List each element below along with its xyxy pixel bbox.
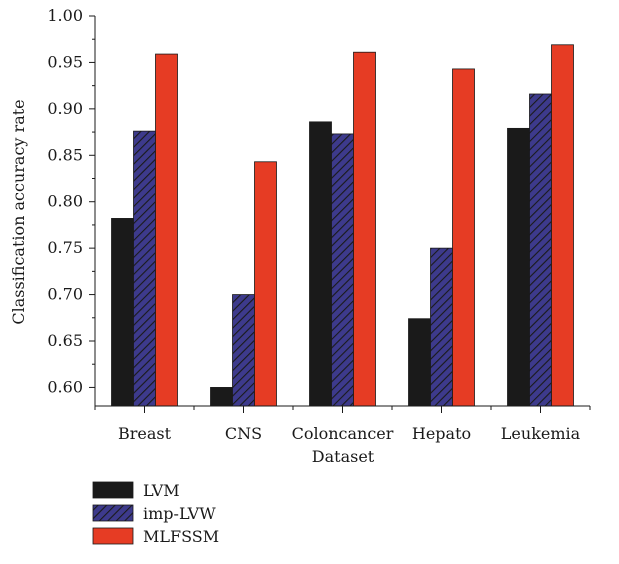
legend-label-lvm: LVM <box>143 481 180 500</box>
legend: LVM imp-LVW MLFSSM <box>92 481 219 546</box>
x-tick-label-breast: Breast <box>118 424 172 443</box>
y-tick-label: 0.80 <box>47 192 83 211</box>
y-tick-label: 0.95 <box>47 52 83 71</box>
bar-mlfssm-cns <box>254 161 277 407</box>
bar-imp-lvw-coloncancer <box>331 133 354 407</box>
bar-imp-lvw-breast <box>133 130 156 407</box>
y-tick-label: 0.60 <box>47 377 83 396</box>
y-tick-label: 0.75 <box>47 238 83 257</box>
y-tick-label: 0.85 <box>47 145 83 164</box>
x-tick-label-cns: CNS <box>225 424 262 443</box>
axes-group: 0.60 0.65 0.70 0.75 0.80 0.85 0.90 0.95 1.00 Brea… <box>47 6 591 443</box>
bar-lvm-leukemia <box>507 127 530 407</box>
bar-lvm-coloncancer <box>309 121 332 407</box>
y-tick-label: 0.90 <box>47 99 83 118</box>
bar-mlfssm-breast <box>155 53 178 407</box>
y-tick-label: 0.70 <box>47 285 83 304</box>
bar-mlfssm-hepato <box>452 68 475 407</box>
legend-swatch-lvm <box>92 481 134 499</box>
x-axis-title: Dataset <box>312 447 375 466</box>
bar-lvm-breast <box>111 218 134 407</box>
y-axis-title: Classification accuracy rate <box>9 99 28 324</box>
bar-lvm-hepato <box>408 318 431 407</box>
bar-imp-lvw-hepato <box>430 247 453 407</box>
x-tick-label-coloncancer: Coloncancer <box>292 424 394 443</box>
bar-imp-lvw-cns <box>232 294 255 407</box>
bar-mlfssm-coloncancer <box>353 51 376 407</box>
bars-group <box>111 44 574 407</box>
y-tick-label: 1.00 <box>47 6 83 25</box>
y-tick-label: 0.65 <box>47 331 83 350</box>
x-tick-label-leukemia: Leukemia <box>501 424 581 443</box>
bar-imp-lvw-leukemia <box>529 93 552 407</box>
legend-label-imp-lvw: imp-LVW <box>143 504 216 523</box>
legend-label-mlfssm: MLFSSM <box>143 527 219 546</box>
bar-lvm-cns <box>210 387 233 407</box>
legend-swatch-mlfssm <box>92 527 134 545</box>
x-tick-label-hepato: Hepato <box>412 424 471 443</box>
bar-mlfssm-leukemia <box>551 44 574 407</box>
legend-swatch-imp-lvw <box>92 504 134 522</box>
